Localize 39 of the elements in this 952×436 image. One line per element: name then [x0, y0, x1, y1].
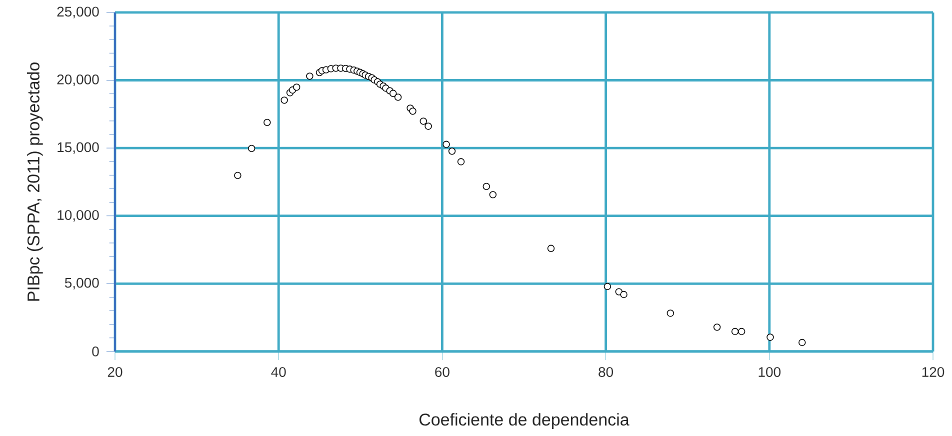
point [766, 334, 774, 341]
point [234, 172, 242, 180]
point [394, 94, 402, 101]
y-tick-label: 10,000 [58, 210, 99, 222]
point [293, 84, 300, 91]
x-tick-label: 20 [108, 367, 122, 378]
point [731, 328, 739, 336]
x-tick-label: 100 [758, 367, 781, 378]
x-axis-title: Coeficiente de dependencia [420, 413, 630, 430]
x-tick-label: 80 [598, 367, 614, 378]
x-tick-label: 120 [922, 367, 944, 378]
point [482, 183, 490, 190]
point [420, 118, 427, 125]
point [390, 90, 397, 98]
point [547, 244, 555, 252]
y-tick-label: 25,000 [57, 6, 99, 18]
point [306, 72, 314, 80]
point [280, 96, 288, 104]
x-tick-label: 40 [271, 367, 286, 378]
point [409, 108, 416, 115]
point [448, 148, 456, 155]
point [666, 310, 674, 317]
point [248, 145, 256, 152]
y-tick-label: 0 [92, 346, 99, 357]
y-tick-label: 15,000 [58, 142, 99, 154]
x-tick-label: 60 [435, 367, 450, 378]
point [442, 140, 450, 148]
y-tick-label: 20,000 [57, 74, 99, 86]
point [489, 191, 497, 198]
point [457, 158, 465, 166]
point [798, 339, 806, 346]
point [738, 328, 746, 336]
point [604, 283, 612, 290]
point [424, 122, 432, 130]
y-axis-title: PIBpc (SPPA, 2011) proyectado [27, 62, 43, 301]
point [264, 118, 271, 126]
y-tick-label: 5,000 [64, 278, 99, 290]
point [713, 324, 721, 331]
point [620, 291, 628, 298]
